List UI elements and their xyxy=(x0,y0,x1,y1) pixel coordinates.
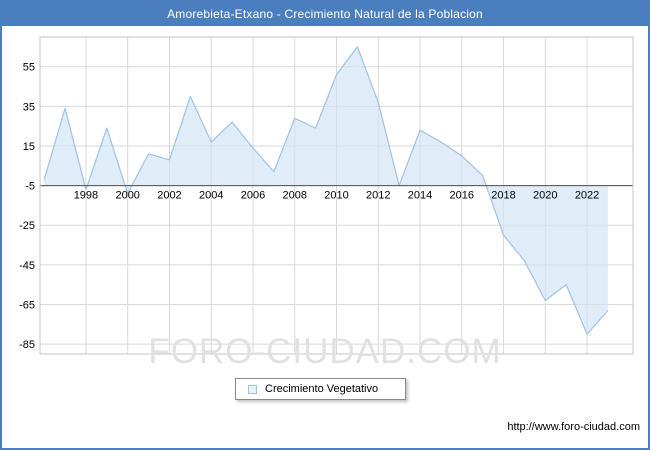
svg-text:2010: 2010 xyxy=(324,190,348,202)
svg-text:2012: 2012 xyxy=(366,190,390,202)
legend: Crecimiento Vegetativo xyxy=(235,378,406,400)
svg-text:-5: -5 xyxy=(25,181,35,193)
svg-text:2020: 2020 xyxy=(533,190,557,202)
legend-label: Crecimiento Vegetativo xyxy=(265,383,379,395)
svg-text:-65: -65 xyxy=(19,299,35,311)
chart-title-bar: Amorebieta-Etxano - Crecimiento Natural … xyxy=(2,2,648,26)
svg-text:2014: 2014 xyxy=(408,190,432,202)
svg-text:2002: 2002 xyxy=(157,190,181,202)
svg-text:-45: -45 xyxy=(19,260,35,272)
svg-text:-25: -25 xyxy=(19,220,35,232)
svg-text:35: 35 xyxy=(23,101,35,113)
svg-text:2004: 2004 xyxy=(199,190,223,202)
svg-text:2018: 2018 xyxy=(491,190,515,202)
legend-swatch-icon xyxy=(248,384,257,394)
svg-text:2000: 2000 xyxy=(115,190,139,202)
svg-text:-85: -85 xyxy=(19,339,35,351)
footer-url[interactable]: http://www.foro-ciudad.com xyxy=(507,421,640,433)
svg-text:2008: 2008 xyxy=(282,190,306,202)
svg-text:2022: 2022 xyxy=(575,190,599,202)
svg-text:15: 15 xyxy=(23,141,35,153)
svg-text:2016: 2016 xyxy=(450,190,474,202)
chart-title: Amorebieta-Etxano - Crecimiento Natural … xyxy=(167,7,483,21)
svg-text:2006: 2006 xyxy=(241,190,265,202)
svg-text:55: 55 xyxy=(23,62,35,74)
svg-text:1998: 1998 xyxy=(74,190,98,202)
